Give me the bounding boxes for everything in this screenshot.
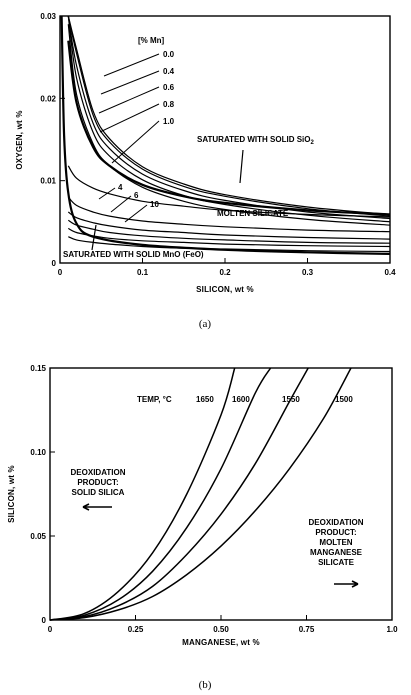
series-label-b-1600: 1600 (232, 395, 250, 404)
series-label-a-0.4: 0.4 (163, 67, 175, 76)
series-line-b-1500 (49, 367, 352, 621)
series-label-a-10: 10 (150, 200, 159, 209)
y-tick-label-b: 0.05 (30, 532, 46, 541)
annotation-molten-silicate-line: MANGANESE (310, 548, 363, 557)
series-label-a-0.6: 0.6 (163, 83, 175, 92)
y-axis-label-a: OXYGEN, wt % (15, 110, 24, 169)
series-line-a-boundary-mno-12 (60, 16, 390, 255)
x-tick-label-a: 0.4 (384, 268, 396, 277)
annotation-solid-silica-line: DEOXIDATION (71, 468, 126, 477)
x-tick-label-a: 0.1 (137, 268, 149, 277)
chart-panel-a: 0 0.01 0.02 0.03 0 0.1 0.2 0.3 0.4 0.0 0.4 0.6 0.8… (15, 12, 396, 330)
series-line-a-0.0-0 (67, 16, 390, 215)
series-line-a-4-5 (67, 165, 390, 218)
leader-line-a (110, 195, 132, 213)
series-line-a-1.0-4 (67, 24, 390, 226)
arrow-left-silica (82, 503, 112, 511)
series-label-a-1.0: 1.0 (163, 117, 175, 126)
y-axis-label-b: SILICON, wt % (7, 465, 16, 523)
series-label-b-1550: 1550 (282, 395, 300, 404)
series-line-a-boundary-sio2-11 (67, 40, 390, 216)
x-tick-label-b: 0.25 (128, 625, 144, 634)
annotation-molten-silicate-line: MOLTEN (319, 538, 352, 547)
annotation-saturated-sio2: SATURATED WITH SOLID SiO2 (197, 135, 314, 146)
series-line-b-1550 (49, 367, 309, 621)
x-axis-label-b: MANGANESE, wt % (182, 638, 260, 647)
series-label-a-4: 4 (118, 183, 123, 192)
series-line-b-1650 (49, 367, 236, 621)
annotation-molten-silicate-line: PRODUCT: (315, 528, 356, 537)
series-line-a-10-7 (67, 211, 390, 240)
annotation-solid-silica-line: PRODUCT: (77, 478, 118, 487)
caption-b: (b) (199, 679, 212, 691)
series-line-b-1600 (49, 367, 272, 621)
x-tick-label-b: 0 (48, 625, 53, 634)
caption-a: (a) (199, 318, 212, 330)
leader-line-a (99, 103, 160, 133)
legend-title-b: TEMP, °C (137, 395, 172, 404)
series-label-a-6: 6 (134, 191, 139, 200)
x-tick-label-b: 1.0 (386, 625, 398, 634)
x-tick-label-b: 0.75 (299, 625, 315, 634)
annotation-molten-silicate-line: DEOXIDATION (309, 518, 364, 527)
annotation-molten-silicate-line: SILICATE (318, 558, 355, 567)
series-line-a-0.8-3 (67, 16, 390, 223)
series-line-a-0.6-2 (67, 16, 390, 220)
arrow-right-silicate (334, 580, 359, 588)
leader-line-a (98, 187, 116, 200)
y-tick-label-b: 0.10 (30, 448, 46, 457)
leader-line-a (103, 53, 160, 77)
series-line-a-0.4-1 (67, 16, 390, 217)
series-line-a-silicate-8 (67, 219, 390, 244)
y-tick-label-a: 0.03 (40, 12, 56, 21)
series-label-b-1650: 1650 (196, 395, 214, 404)
series-label-b-1500: 1500 (335, 395, 353, 404)
y-tick-label-a: 0 (52, 259, 57, 268)
annotation-molten-silicate: MOLTEN SILICATE (217, 209, 289, 218)
x-tick-label-a: 0 (58, 268, 63, 277)
leader-line-a (111, 120, 160, 164)
pointer-sio2 (239, 149, 244, 184)
x-axis-label-a: SILICON, wt % (196, 285, 254, 294)
x-tick-label-a: 0.2 (219, 268, 231, 277)
x-tick-label-a: 0.3 (302, 268, 314, 277)
legend-title-a: [% Mn] (138, 36, 165, 45)
pointer-mno (91, 224, 97, 251)
series-line-a-silicate-9 (67, 227, 390, 248)
y-tick-label-b: 0 (42, 616, 47, 625)
y-tick-label-a: 0.02 (40, 94, 56, 103)
y-tick-label-a: 0.01 (40, 177, 56, 186)
chart-panel-b: 0 0.05 0.10 0.15 0 0.25 0.50 0.75 1.0 1650 1600 1… (7, 364, 398, 691)
leader-line-a (100, 70, 160, 95)
leader-line-a (124, 204, 148, 223)
series-label-a-0.8: 0.8 (163, 100, 175, 109)
series-label-a-0.0: 0.0 (163, 50, 175, 59)
y-tick-label-b: 0.15 (30, 364, 46, 373)
leader-line-a (98, 86, 160, 114)
annotation-saturated-mno: SATURATED WITH SOLID MnO (FeO) (63, 250, 204, 259)
annotation-solid-silica-line: SOLID SILICA (72, 488, 125, 497)
series-line-a-6-6 (67, 196, 390, 233)
x-tick-label-b: 0.50 (213, 625, 229, 634)
series-line-a-silicate-10 (68, 236, 390, 253)
